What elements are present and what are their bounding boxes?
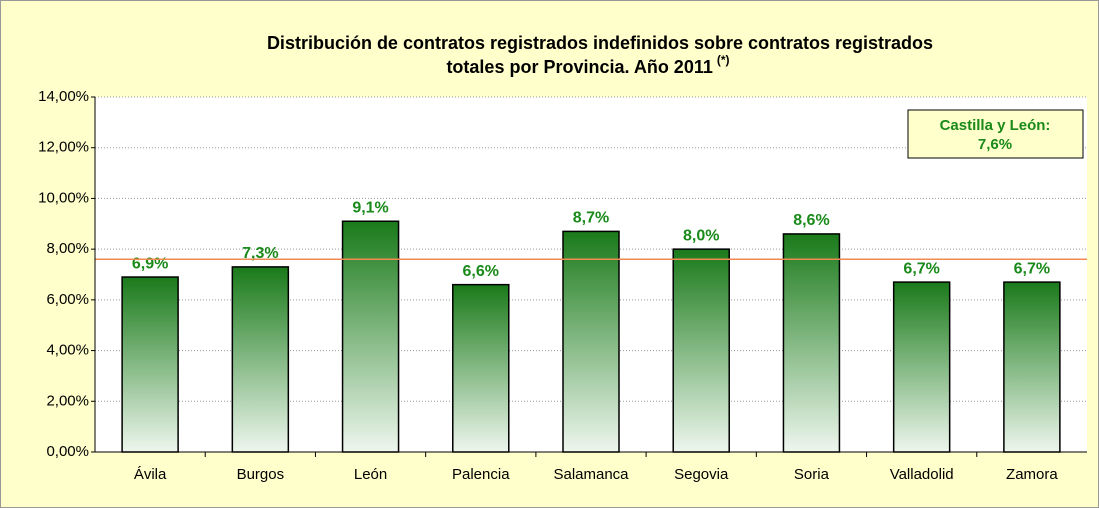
bar (121, 276, 179, 453)
value-label: 7,3% (242, 245, 278, 262)
x-tick-label: Palencia (452, 466, 510, 483)
y-tick-label: 6,00% (46, 291, 89, 308)
bar (562, 230, 620, 453)
value-label: 6,7% (903, 260, 939, 277)
annotation-value: 7,6% (978, 136, 1012, 153)
value-label: 6,9% (132, 255, 168, 272)
chart-title: totales por Provincia. Año 2011 (446, 57, 712, 77)
bar (782, 233, 841, 453)
y-tick-label: 14,00% (38, 88, 89, 105)
value-label: 8,6% (793, 212, 829, 229)
value-label: 6,7% (1014, 260, 1050, 277)
x-tick-label: Soria (794, 466, 830, 483)
y-tick-label: 12,00% (38, 139, 89, 156)
x-tick-label: León (354, 466, 387, 483)
y-tick-label: 4,00% (46, 342, 89, 359)
value-label: 8,7% (573, 210, 609, 227)
bar (892, 281, 951, 453)
x-tick-label: Burgos (237, 466, 285, 483)
x-tick-label: Valladolid (890, 466, 954, 483)
x-tick-label: Segovia (674, 466, 729, 483)
bar (231, 266, 290, 453)
x-tick-label: Salamanca (553, 466, 629, 483)
x-tick-label: Ávila (134, 466, 167, 483)
y-tick-label: 8,00% (46, 240, 89, 257)
chart-title: Distribución de contratos registrados in… (267, 33, 933, 53)
value-label: 6,6% (463, 263, 499, 280)
bar (341, 220, 400, 453)
y-tick-label: 10,00% (38, 189, 89, 206)
value-label: 8,0% (683, 227, 719, 244)
y-tick-label: 0,00% (46, 443, 89, 460)
annotation-label: Castilla y León: (940, 117, 1051, 134)
annotation-box (907, 109, 1084, 159)
value-label: 9,1% (352, 199, 388, 216)
bar (452, 283, 510, 453)
y-tick-label: 2,00% (46, 392, 89, 409)
bar (1003, 281, 1061, 453)
x-tick-label: Zamora (1006, 466, 1058, 483)
bar (672, 248, 730, 453)
title-note: (*) (717, 53, 730, 67)
chart-title: totales por Provincia. Año 2011 (*) (446, 53, 729, 77)
